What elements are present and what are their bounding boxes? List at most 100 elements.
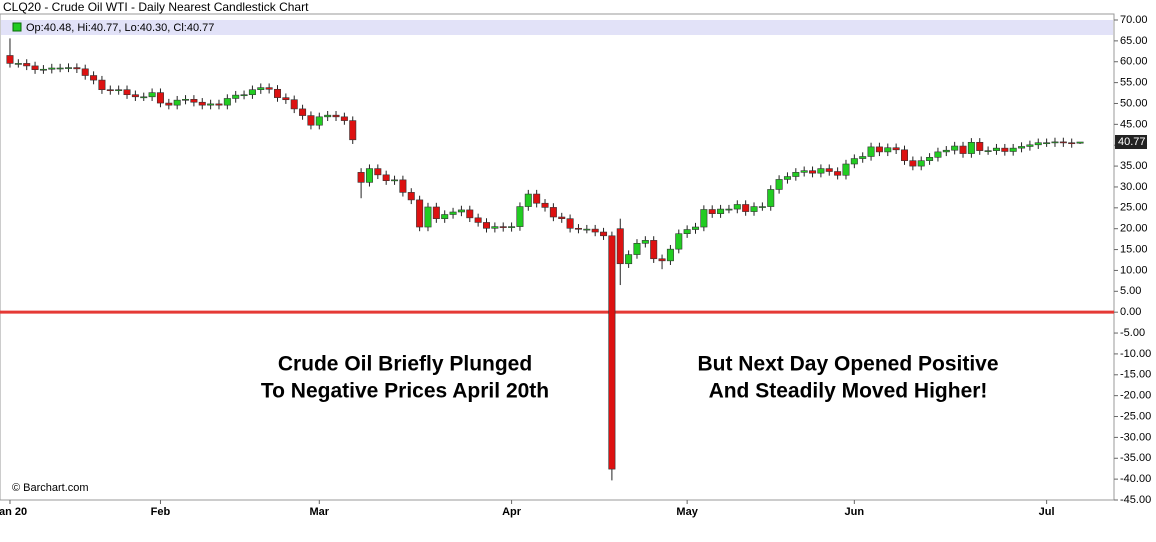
y-tick-label: 70.00: [1120, 14, 1148, 26]
candle-body: [382, 174, 390, 181]
candle-body: [549, 207, 557, 218]
candle-body: [926, 157, 934, 161]
candle-body: [1059, 141, 1067, 144]
candle-body: [541, 202, 549, 208]
candle-body: [441, 214, 449, 219]
y-tick-label: 55.00: [1120, 77, 1148, 89]
candle-body: [934, 151, 942, 158]
candle-body: [942, 149, 950, 153]
y-tick-label: -35.00: [1120, 452, 1151, 464]
candle-body: [574, 227, 582, 230]
candle-body: [1026, 144, 1034, 147]
candle-body: [198, 101, 206, 106]
y-tick-label: 35.00: [1120, 160, 1148, 172]
candle-body: [775, 179, 783, 190]
candle-body: [1018, 146, 1026, 149]
y-tick-label: -25.00: [1120, 410, 1151, 422]
candle-body: [416, 199, 424, 228]
candle-body: [1051, 141, 1059, 144]
candle-body: [1068, 142, 1076, 145]
last-price-label: 40.77: [1118, 136, 1146, 148]
candle-body: [675, 233, 683, 250]
candle-body: [633, 243, 641, 255]
candle-body: [516, 206, 524, 227]
candle-body: [391, 179, 399, 182]
y-tick-label: -5.00: [1120, 327, 1145, 339]
candle-body: [691, 226, 699, 230]
y-tick-label: 15.00: [1120, 243, 1148, 255]
candle-body: [700, 209, 708, 228]
candle-body: [1043, 142, 1051, 145]
candle-body: [407, 192, 415, 201]
candle-body: [600, 231, 608, 237]
candle-body: [967, 141, 975, 154]
y-tick-label: -20.00: [1120, 390, 1151, 402]
candle-body: [742, 204, 750, 212]
candle-body: [984, 150, 992, 152]
candle-body: [474, 217, 482, 223]
candle-body: [90, 75, 98, 81]
candle-body: [951, 145, 959, 151]
candle-body: [457, 209, 465, 213]
annotation: To Negative Prices April 20th: [261, 380, 549, 403]
candle-body: [65, 67, 73, 69]
candle-body: [850, 158, 858, 165]
candle-body: [81, 68, 89, 76]
y-tick-label: -10.00: [1120, 348, 1151, 360]
candle-body: [357, 172, 365, 183]
candle-body: [666, 248, 674, 262]
candle-body: [424, 206, 432, 228]
candle-body: [959, 145, 967, 154]
annotation: But Next Day Opened Positive: [697, 353, 998, 376]
x-tick-label: May: [676, 506, 698, 518]
candle-body: [374, 168, 382, 176]
candle-body: [340, 116, 348, 121]
candle-body: [73, 67, 81, 70]
candle-body: [1076, 141, 1084, 144]
candle-body: [1001, 147, 1009, 152]
y-tick-label: -45.00: [1120, 494, 1151, 506]
candle-body: [884, 147, 892, 153]
candle-body: [48, 67, 56, 70]
candle-body: [800, 170, 808, 173]
candle-body: [156, 92, 164, 104]
candle-body: [349, 120, 357, 141]
legend-text: Op:40.48, Hi:40.77, Lo:40.30, Cl:40.77: [26, 22, 214, 34]
candle-body: [758, 206, 766, 208]
candle-body: [867, 146, 875, 157]
candle-body: [1034, 142, 1042, 146]
candle-body: [449, 211, 457, 215]
candle-body: [499, 226, 507, 228]
x-tick-label: Jan 20: [0, 506, 27, 518]
candle-body: [834, 171, 842, 176]
y-tick-label: 20.00: [1120, 223, 1148, 235]
annotation: Crude Oil Briefly Plunged: [278, 353, 532, 376]
candle-body: [976, 141, 984, 151]
y-tick-label: 45.00: [1120, 118, 1148, 130]
candle-body: [299, 108, 307, 116]
y-tick-label: -30.00: [1120, 431, 1151, 443]
candle-body: [900, 149, 908, 161]
candle-body: [524, 193, 532, 207]
candle-body: [809, 170, 817, 174]
candle-body: [491, 226, 499, 229]
candle-body: [39, 68, 47, 71]
candle-body: [165, 102, 173, 106]
candle-body: [106, 89, 114, 92]
y-tick-label: 10.00: [1120, 264, 1148, 276]
y-tick-label: 5.00: [1120, 285, 1141, 297]
candle-body: [875, 146, 883, 153]
y-tick-label: -15.00: [1120, 369, 1151, 381]
candle-body: [115, 89, 123, 92]
candle-body: [399, 179, 407, 193]
x-tick-label: Mar: [310, 506, 330, 518]
candle-body: [466, 209, 474, 219]
candle-body: [307, 115, 315, 126]
candle-body: [232, 94, 240, 99]
candle-body: [825, 168, 833, 172]
candle-body: [282, 97, 290, 101]
candle-body: [31, 65, 39, 70]
x-tick-label: Feb: [151, 506, 171, 518]
candle-body: [98, 79, 106, 91]
